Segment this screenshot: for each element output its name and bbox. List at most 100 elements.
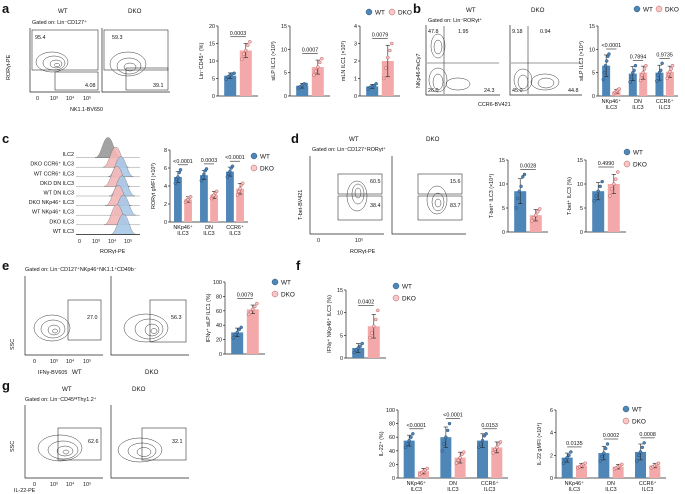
bar-dko xyxy=(665,71,674,96)
data-point xyxy=(444,435,448,439)
data-point xyxy=(603,446,608,451)
data-point xyxy=(484,432,488,436)
facs-e-xlabel: IFNγ-BV605 xyxy=(38,370,67,376)
data-point xyxy=(601,77,605,82)
data-point xyxy=(632,68,636,73)
hist-tick-3: 10³ xyxy=(92,239,100,245)
data-point xyxy=(235,193,240,197)
hist-row-label: DKO ILC3 xyxy=(49,219,74,225)
facs-g-tick-0: 0 xyxy=(33,482,36,488)
bar-dko xyxy=(612,466,624,478)
data-point xyxy=(246,43,250,47)
data-point xyxy=(602,451,606,455)
y-axis-label: T-bet⁺ ILC3 (×10⁴) xyxy=(489,174,495,219)
data-point xyxy=(608,194,612,198)
legend-c-wt-label: WT xyxy=(260,154,270,161)
data-point xyxy=(636,453,641,458)
p-value-label: 0.0008 xyxy=(639,432,656,438)
facs-d-dko-top: 15.6 xyxy=(450,179,461,185)
y-axis-label: T-bet⁺ ILC3 (%) xyxy=(567,177,573,215)
y-axis-label: siLP ILC3 (×10⁴) xyxy=(579,41,585,81)
facs-a-dko-q-top: 59.3 xyxy=(112,35,123,41)
y-axis-label: RORγt gMFI (×10³) xyxy=(151,163,157,209)
bar-dko xyxy=(210,195,218,222)
facs-a-dko-title: DKO xyxy=(128,8,142,15)
panel-b: b WT DKO Gated on: Lin⁻RORγt⁺ NKp46-PeCy… xyxy=(413,1,582,108)
category-label: DN xyxy=(634,99,642,105)
data-point xyxy=(358,344,362,348)
bar-wt xyxy=(200,175,208,222)
bar-wt xyxy=(655,72,664,96)
y-tick-label: 5 xyxy=(502,206,505,212)
facs-g-dko-plot: 32.1 xyxy=(110,405,189,479)
y-tick-label: 20 xyxy=(209,24,215,30)
chart-a2: 0 5 10 15 siLP ILC1 (×10³) 0.0007 xyxy=(271,24,330,100)
y-tick-label: 2 xyxy=(164,202,167,208)
legend-a-dko-swatch xyxy=(388,8,396,16)
p-value-label: 0.0003 xyxy=(230,31,247,37)
data-point xyxy=(425,466,429,471)
facs-a-wt-plot: 95.4 4.08 0 10³ 10⁴ 10⁵ xyxy=(29,28,100,102)
hist-xlabel: RORγt-PE xyxy=(100,249,126,255)
data-point xyxy=(312,73,316,77)
bar-wt xyxy=(440,437,452,478)
p-value-label: 0.0079 xyxy=(237,293,254,299)
bar-dko xyxy=(575,465,587,478)
hist-row-label: DKO NKp46⁺ ILC3 xyxy=(29,200,74,206)
data-point xyxy=(515,196,520,201)
facs-b-wt-title: WT xyxy=(466,7,476,14)
data-point xyxy=(232,71,236,75)
facs-b-dko-tr: 0.94 xyxy=(540,29,551,35)
data-point xyxy=(405,442,410,446)
category-label: ILC3 xyxy=(447,487,458,493)
data-point xyxy=(249,310,253,314)
data-point xyxy=(316,65,320,69)
y-tick-label: 0 xyxy=(340,356,343,362)
chart-a1: 0 5 10 15 20 Lin⁻CD45⁺ (%) 0.0003 xyxy=(199,24,258,100)
y-tick-label: 0 xyxy=(219,352,222,358)
data-point xyxy=(440,449,444,453)
data-point xyxy=(642,441,646,445)
y-tick-label: 0 xyxy=(354,94,357,100)
data-point xyxy=(521,175,525,179)
data-point xyxy=(255,301,259,306)
data-point xyxy=(376,308,380,313)
facs-a-wt-tick-0: 0 xyxy=(36,96,39,102)
y-tick-label: 80 xyxy=(389,422,395,428)
facs-g-gate: Gated on: Lin⁻CD45ᴴᴵThy1.2⁺ xyxy=(25,397,97,403)
data-point xyxy=(237,189,241,194)
panel-letter-e: e xyxy=(2,258,9,273)
bar-dko xyxy=(417,471,429,478)
facs-g-xlabel: IL-22-PE xyxy=(14,488,36,494)
facs-d-gate: Gated on: Lin⁻CD127⁺RORγt⁺ xyxy=(312,147,386,153)
category-label: DN xyxy=(449,481,457,487)
category-label: ILC3 xyxy=(569,487,580,493)
bar-wt xyxy=(598,453,610,478)
facs-g-wt-plot: 62.6 0 10³ 10⁴ 10⁵ xyxy=(24,405,103,488)
y-tick-label: 0 xyxy=(580,230,583,236)
facs-b-xlabel: CCR6-BV421 xyxy=(478,102,511,108)
bar-wt xyxy=(352,348,365,358)
bar-dko xyxy=(454,457,466,478)
category-label: ILC3 xyxy=(632,105,643,111)
facs-d-xlabel: RORγt-PE xyxy=(350,249,376,255)
category-label: CCR6⁺ xyxy=(656,99,674,105)
hist-tick-0: 0 xyxy=(78,239,81,245)
category-label: ILC3 xyxy=(605,487,616,493)
p-value-label: <0.0001 xyxy=(225,155,245,161)
hist-row-label: ILC2 xyxy=(63,152,74,158)
data-point xyxy=(447,421,452,426)
y-tick-label: 80 xyxy=(216,294,222,300)
panel-c: c ILC2 DKO CCR6⁺ ILC3 WT CCR6⁺ ILC3 DKO DN … xyxy=(2,131,140,255)
facs-e-tick-5: 10⁵ xyxy=(83,359,91,365)
hist-tick-5: 10⁵ xyxy=(124,239,132,245)
data-point xyxy=(594,194,598,198)
y-tick-label: 5 xyxy=(592,71,595,77)
data-point xyxy=(231,336,235,340)
data-point xyxy=(178,168,183,172)
category-label: ILC3 xyxy=(606,105,617,111)
facs-e-wt-gate: 27.0 xyxy=(87,315,98,321)
y-axis-label: Lin⁻CD45⁺ (%) xyxy=(199,43,205,80)
data-point xyxy=(610,187,614,191)
